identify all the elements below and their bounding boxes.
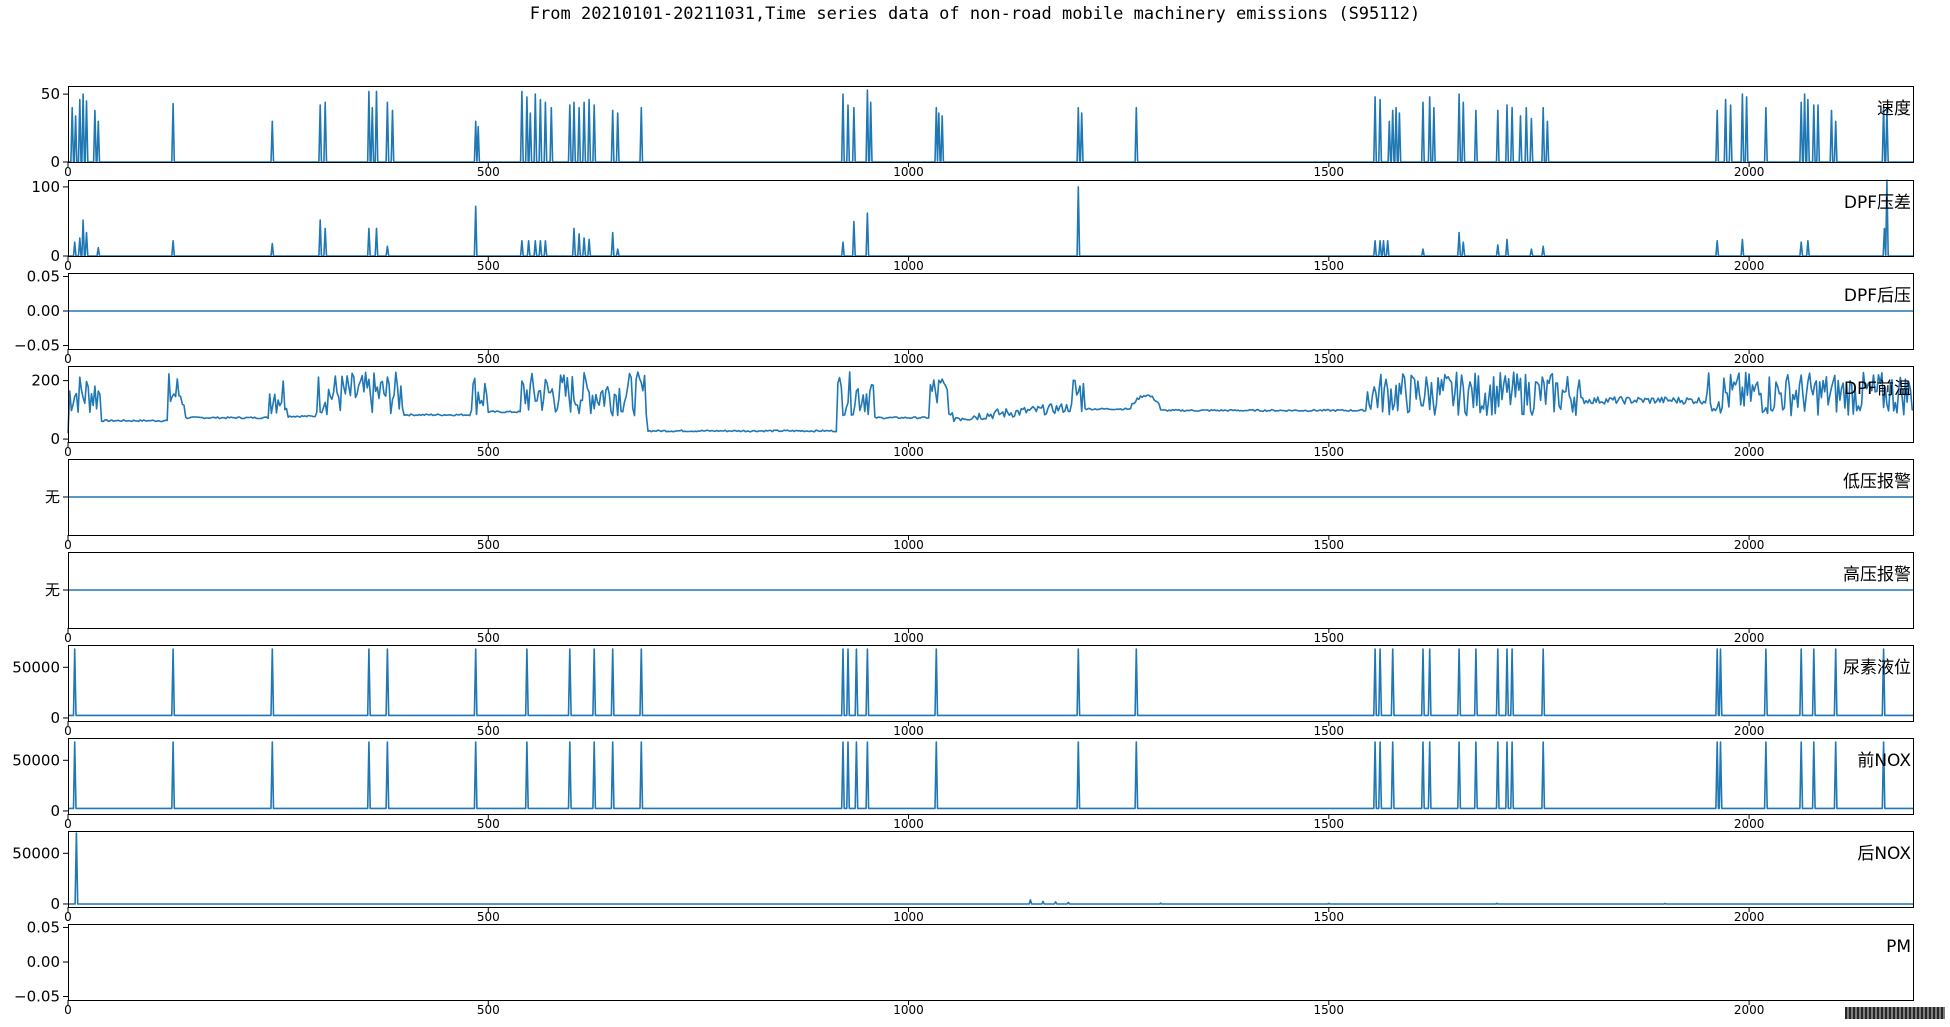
y-tick-label: 50000: [12, 751, 60, 769]
x-tick-label: 2000: [1734, 817, 1765, 831]
y-tick-label: 0: [50, 247, 60, 265]
x-tick-label: 1500: [1314, 259, 1345, 273]
x-tick-label: 2000: [1734, 445, 1765, 459]
x-tick-label: 0: [64, 165, 72, 179]
x-tick-label: 1000: [893, 165, 924, 179]
series-line-4: [67, 371, 1913, 434]
x-tick-label: 2000: [1734, 631, 1765, 645]
x-tick-label: 1000: [893, 724, 924, 738]
axes-frame-1: [68, 86, 1914, 163]
y-tick-label: 0.00: [27, 302, 60, 320]
x-tick-label: 1500: [1314, 910, 1345, 924]
x-tick-label: 2000: [1734, 352, 1765, 366]
y-tick-label: 0: [50, 709, 60, 727]
y-tick-label: 0: [50, 802, 60, 820]
x-tick-label: 0: [64, 259, 72, 273]
axes-frame-4: [68, 366, 1914, 443]
series-line-2: [68, 179, 1913, 257]
panel-label: 速度: [1877, 99, 1911, 119]
x-tick-label: 1500: [1314, 631, 1345, 645]
y-tick-label: 50000: [12, 844, 60, 862]
x-tick-label: 0: [64, 538, 72, 552]
x-tick-label: 1500: [1314, 352, 1345, 366]
x-tick-label: 500: [477, 352, 500, 366]
x-tick-label: 0: [64, 445, 72, 459]
x-tick-label: 1000: [893, 445, 924, 459]
y-tick-label: 200: [31, 372, 60, 390]
axes-frame-3: [68, 273, 1914, 350]
y-tick-label: 50: [41, 85, 60, 103]
y-tick-label: −0.05: [14, 337, 60, 355]
x-tick-label: 1500: [1314, 724, 1345, 738]
series-line-7: [68, 648, 1913, 717]
x-tick-label: 0: [64, 352, 72, 366]
x-tick-label: 2000: [1734, 259, 1765, 273]
x-tick-label: 1500: [1314, 165, 1345, 179]
panel-label: 尿素液位: [1843, 658, 1911, 678]
axes-frame-5: [68, 459, 1914, 536]
x-tick-label: 1000: [893, 631, 924, 645]
axes-frame-8: [68, 738, 1914, 815]
x-tick-label: 0: [64, 724, 72, 738]
x-tick-label: 500: [477, 259, 500, 273]
x-tick-label: 0: [64, 817, 72, 831]
x-tick-label: 500: [477, 724, 500, 738]
y-tick-label: 100: [31, 178, 60, 196]
y-tick-label: 0.00: [27, 953, 60, 971]
panel-label: 前NOX: [1857, 751, 1911, 771]
axes-frame-9: [68, 831, 1914, 908]
x-tick-label: 500: [477, 1003, 500, 1017]
y-tick-label: 50000: [12, 658, 60, 676]
x-tick-label: 2000: [1734, 910, 1765, 924]
x-tick-label: 0: [64, 1003, 72, 1017]
x-tick-label: 2000: [1734, 1003, 1765, 1017]
axes-frame-2: [68, 180, 1914, 257]
panel-label: DPF后压: [1844, 286, 1911, 306]
x-tick-label: 1500: [1314, 538, 1345, 552]
y-tick-label: 0: [50, 430, 60, 448]
panel-label: 低压报警: [1843, 472, 1911, 492]
x-tick-label: 1500: [1314, 817, 1345, 831]
x-tick-label: 2000: [1734, 724, 1765, 738]
x-tick-label: 1000: [893, 259, 924, 273]
x-tick-label: 1000: [893, 538, 924, 552]
y-tick-label: 0.05: [27, 267, 60, 285]
x-tick-label: 1500: [1314, 1003, 1345, 1017]
overlapping-tick-labels: [1845, 1007, 1945, 1019]
panel-label: PM: [1886, 937, 1911, 957]
y-tick-label: 无: [45, 488, 60, 506]
x-tick-label: 500: [477, 631, 500, 645]
series-line-8: [68, 741, 1913, 810]
x-tick-label: 500: [477, 445, 500, 459]
x-tick-label: 1500: [1314, 445, 1345, 459]
x-tick-label: 1000: [893, 352, 924, 366]
y-tick-label: 0: [50, 895, 60, 913]
axes-frame-7: [68, 645, 1914, 722]
series-line-1: [68, 89, 1913, 163]
x-tick-label: 1000: [893, 910, 924, 924]
y-tick-label: −0.05: [14, 988, 60, 1006]
x-tick-label: 2000: [1734, 165, 1765, 179]
x-tick-label: 2000: [1734, 538, 1765, 552]
y-tick-label: 0: [50, 153, 60, 171]
x-tick-label: 500: [477, 910, 500, 924]
panel-label: DPF压差: [1844, 193, 1911, 213]
x-tick-label: 0: [64, 910, 72, 924]
panel-label: 后NOX: [1857, 844, 1911, 864]
x-tick-label: 0: [64, 631, 72, 645]
x-tick-label: 1000: [893, 1003, 924, 1017]
axes-frame-6: [68, 552, 1914, 629]
panel-label: DPF前温: [1844, 379, 1911, 399]
axes-frame-10: [68, 924, 1914, 1001]
panel-label: 高压报警: [1843, 565, 1911, 585]
x-tick-label: 500: [477, 165, 500, 179]
y-tick-label: 0.05: [27, 918, 60, 936]
series-line-9: [68, 832, 1913, 905]
chart-title: From 20210101-20211031,Time series data …: [529, 4, 1421, 24]
x-tick-label: 1000: [893, 817, 924, 831]
y-tick-label: 无: [45, 581, 60, 599]
x-tick-label: 500: [477, 538, 500, 552]
x-tick-label: 500: [477, 817, 500, 831]
